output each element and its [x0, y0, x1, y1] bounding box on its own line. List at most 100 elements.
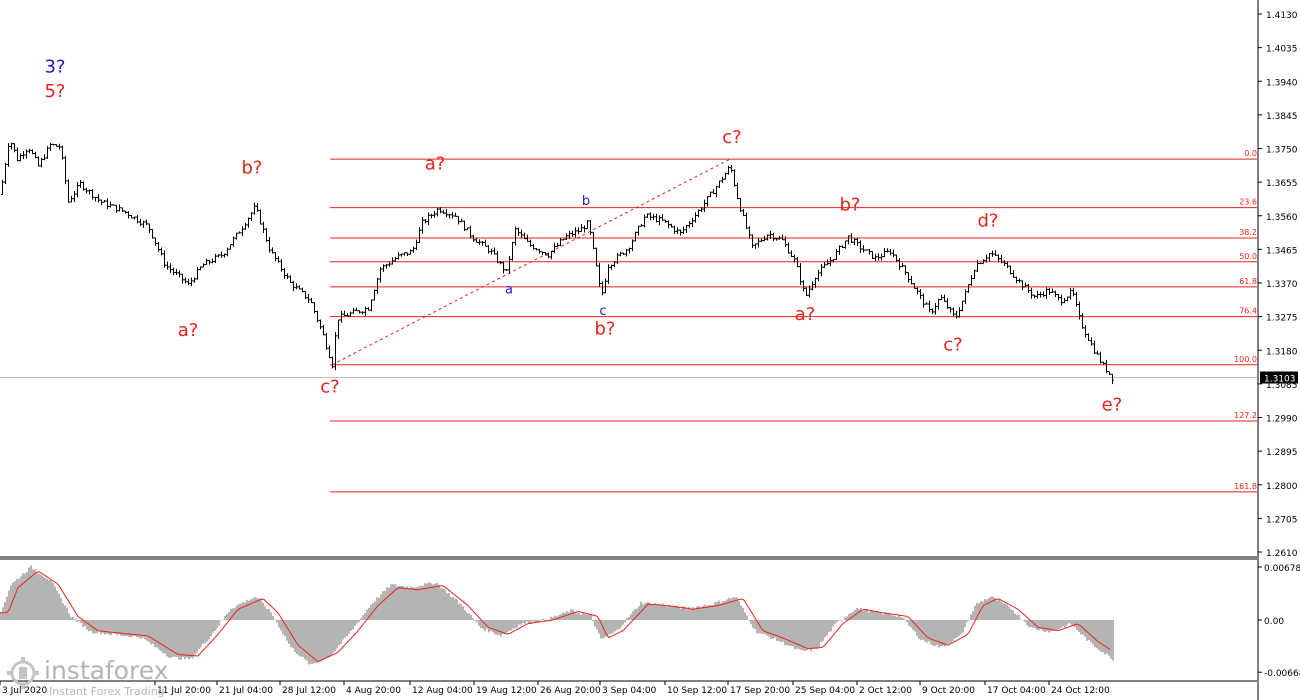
price-bar — [1075, 292, 1078, 307]
price-bar — [871, 251, 874, 260]
oscillator-bar — [830, 620, 832, 632]
oscillator-bar — [198, 620, 200, 650]
price-bar — [202, 263, 205, 268]
oscillator-bar — [126, 620, 128, 636]
price-bar — [799, 263, 802, 286]
oscillator-bar — [588, 614, 590, 620]
oscillator-bar — [258, 598, 260, 620]
oscillator-bar — [932, 620, 934, 646]
oscillator-bar — [148, 620, 150, 643]
price-bar — [880, 253, 883, 261]
price-bar — [856, 237, 859, 246]
oscillator-bar — [596, 620, 598, 630]
oscillator-bar — [762, 620, 764, 634]
oscillator-bar — [788, 620, 790, 646]
oscillator-bar — [716, 602, 718, 620]
oscillator-bar — [1060, 620, 1062, 629]
time-tick-label: 4 Aug 20:00 — [346, 686, 401, 696]
oscillator-bar — [178, 620, 180, 660]
price-bar — [607, 264, 610, 284]
oscillator-bar — [572, 609, 574, 620]
oscillator-bar — [554, 615, 556, 620]
oscillator-bar — [112, 620, 114, 633]
price-bar — [766, 234, 769, 241]
oscillator-bar — [736, 597, 738, 620]
price-bar — [1072, 288, 1075, 297]
price-bar — [412, 246, 415, 253]
oscillator-bar — [770, 620, 772, 640]
oscillator-bar — [724, 600, 726, 620]
price-bar — [298, 285, 301, 290]
price-bar — [181, 273, 184, 284]
price-bar — [784, 236, 787, 248]
fib-level-label: 127.2 — [1234, 411, 1257, 420]
price-bar — [1018, 278, 1021, 283]
oscillator-bar — [84, 620, 86, 626]
oscillator-bar — [550, 616, 552, 620]
price-bar — [1066, 296, 1069, 302]
oscillator-bar — [134, 620, 136, 636]
price-bar — [49, 142, 52, 152]
price-bar — [580, 224, 583, 232]
price-bar — [28, 148, 31, 154]
oscillator-bar — [250, 599, 252, 620]
oscillator-bar — [668, 604, 670, 620]
fib-level-label: 161.8 — [1234, 482, 1257, 491]
oscillator-bar — [1066, 620, 1068, 625]
oscillator-bar — [536, 620, 538, 623]
price-bar — [421, 217, 424, 234]
oscillator-bar — [76, 620, 78, 623]
oscillator-bar — [142, 620, 144, 638]
price-bar — [685, 224, 688, 233]
oscillator-bar — [812, 620, 814, 649]
oscillator-bar — [472, 618, 474, 620]
wave-label: 5? — [44, 81, 65, 102]
oscillator-bar — [780, 620, 782, 643]
oscillator-bar — [900, 617, 902, 620]
price-bar — [409, 249, 412, 255]
price-bar — [328, 345, 331, 359]
oscillator-bar — [152, 620, 154, 644]
oscillator-bar — [16, 578, 18, 620]
oscillator-bar — [1100, 620, 1102, 652]
oscillator-bar — [490, 620, 492, 631]
price-bar — [670, 223, 673, 228]
price-bar — [304, 290, 307, 300]
price-bar — [916, 287, 919, 295]
price-bar — [676, 227, 679, 235]
price-bar — [757, 238, 760, 248]
oscillator-bar — [942, 620, 944, 646]
price-bar — [367, 307, 370, 311]
oscillator-bar — [1078, 620, 1080, 633]
price-bar — [154, 237, 157, 246]
oscillator-bar — [8, 590, 10, 620]
price-bar — [1081, 313, 1084, 329]
price-bar — [142, 220, 145, 228]
price-bar — [1111, 373, 1114, 384]
price-bar — [178, 270, 181, 278]
price-bar — [145, 219, 148, 225]
price-bar — [292, 280, 295, 292]
price-bar — [364, 306, 367, 316]
price-bar — [523, 232, 526, 240]
price-bar — [733, 169, 736, 187]
price-bar — [736, 182, 739, 200]
fib-level-label: 38.2 — [1239, 228, 1257, 237]
oscillator-bar — [520, 620, 522, 625]
price-bar — [811, 281, 814, 291]
price-bar — [424, 219, 427, 224]
price-bar — [562, 238, 565, 241]
oscillator-bar — [420, 586, 422, 620]
oscillator-bar — [1074, 620, 1076, 628]
oscillator-bar — [1076, 620, 1078, 631]
price-bar — [166, 261, 169, 270]
time-tick-label: 9 Oct 20:00 — [922, 686, 975, 696]
price-bar — [472, 235, 475, 242]
wave-label: a? — [425, 154, 446, 175]
price-bar — [355, 307, 358, 312]
oscillator-bar — [654, 603, 656, 620]
price-bar — [58, 143, 61, 150]
price-bar — [343, 310, 346, 317]
oscillator-bar — [480, 620, 482, 628]
oscillator-bar — [564, 612, 566, 620]
